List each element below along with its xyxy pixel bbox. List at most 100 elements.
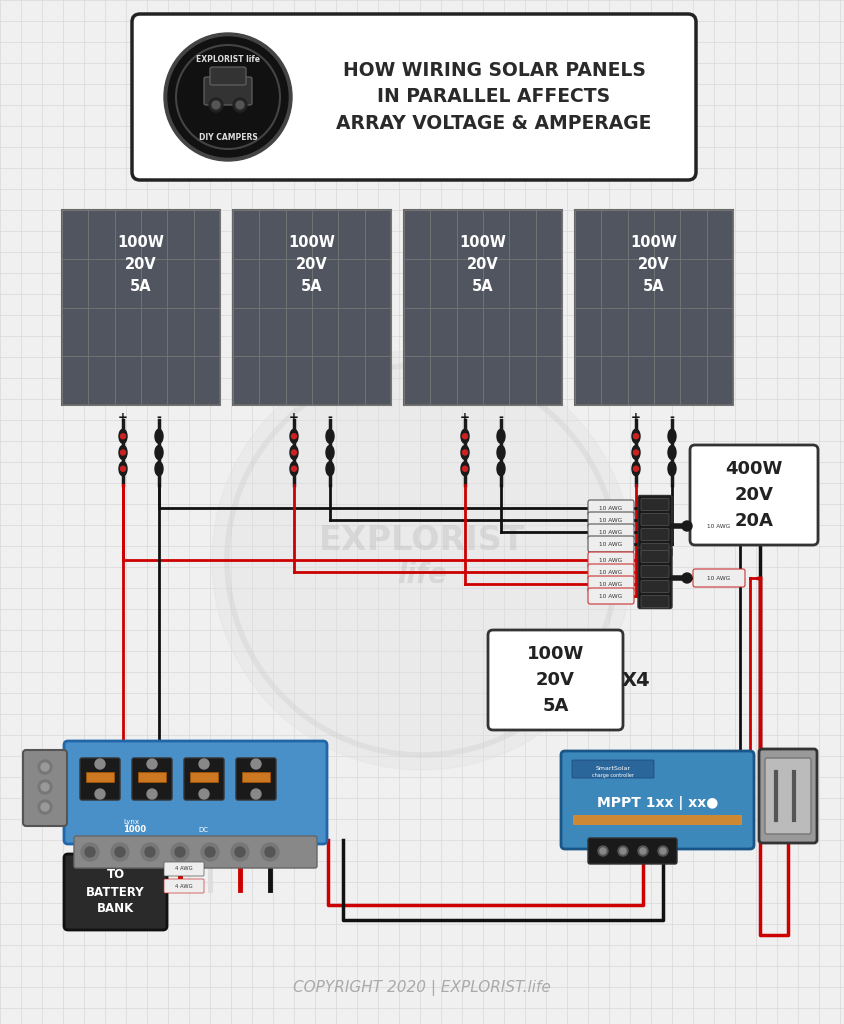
Circle shape (291, 450, 296, 455)
FancyBboxPatch shape (759, 749, 817, 843)
Circle shape (199, 790, 209, 799)
Circle shape (201, 843, 219, 861)
Text: 10 AWG: 10 AWG (599, 594, 623, 598)
FancyBboxPatch shape (132, 14, 696, 180)
Ellipse shape (326, 462, 334, 476)
Text: 10 AWG: 10 AWG (599, 557, 623, 562)
FancyBboxPatch shape (641, 565, 669, 578)
Circle shape (212, 350, 632, 770)
FancyBboxPatch shape (588, 552, 634, 568)
FancyBboxPatch shape (588, 838, 677, 864)
Circle shape (261, 843, 279, 861)
FancyBboxPatch shape (204, 77, 252, 105)
FancyBboxPatch shape (164, 862, 204, 876)
Circle shape (121, 450, 126, 455)
Ellipse shape (155, 429, 163, 443)
Bar (575, 210, 733, 406)
Text: 10 AWG: 10 AWG (599, 569, 623, 574)
Circle shape (658, 846, 668, 856)
FancyBboxPatch shape (488, 630, 623, 730)
Ellipse shape (497, 429, 505, 443)
FancyBboxPatch shape (23, 750, 67, 826)
Text: 4 AWG: 4 AWG (176, 884, 192, 889)
Circle shape (598, 846, 608, 856)
Text: 10 AWG: 10 AWG (599, 582, 623, 587)
FancyBboxPatch shape (641, 513, 669, 525)
FancyBboxPatch shape (641, 528, 669, 541)
Text: -: - (499, 411, 503, 424)
Bar (404, 210, 562, 406)
Text: -: - (327, 411, 333, 424)
Text: 10 AWG: 10 AWG (599, 506, 623, 511)
Ellipse shape (668, 429, 676, 443)
Circle shape (41, 783, 49, 791)
Circle shape (235, 847, 245, 857)
Circle shape (236, 101, 244, 109)
Circle shape (209, 98, 223, 112)
FancyBboxPatch shape (236, 758, 276, 800)
Text: 4 AWG: 4 AWG (176, 866, 192, 871)
Text: Lynx: Lynx (123, 819, 139, 825)
Ellipse shape (119, 445, 127, 460)
Circle shape (463, 450, 468, 455)
FancyBboxPatch shape (184, 758, 224, 800)
FancyBboxPatch shape (132, 758, 172, 800)
Circle shape (81, 843, 99, 861)
Text: 100W
20V
5A: 100W 20V 5A (460, 234, 506, 294)
FancyBboxPatch shape (641, 551, 669, 562)
Ellipse shape (461, 445, 469, 460)
Circle shape (85, 847, 95, 857)
Circle shape (600, 848, 606, 854)
Circle shape (38, 800, 52, 814)
Ellipse shape (290, 429, 298, 443)
Ellipse shape (290, 462, 298, 476)
Circle shape (95, 759, 105, 769)
Ellipse shape (632, 462, 640, 476)
FancyBboxPatch shape (210, 67, 246, 85)
Ellipse shape (461, 462, 469, 476)
Ellipse shape (155, 445, 163, 460)
Circle shape (121, 466, 126, 471)
Ellipse shape (497, 445, 505, 460)
Ellipse shape (290, 445, 298, 460)
Text: 100W
20V
5A: 100W 20V 5A (527, 644, 584, 716)
Circle shape (634, 466, 639, 471)
Circle shape (141, 843, 159, 861)
Circle shape (41, 763, 49, 771)
Circle shape (111, 843, 129, 861)
FancyBboxPatch shape (693, 569, 745, 587)
Circle shape (164, 33, 292, 161)
Circle shape (212, 101, 220, 109)
Text: DIY CAMPERS: DIY CAMPERS (198, 132, 257, 141)
Text: charge controller: charge controller (592, 772, 634, 777)
Text: 100W
20V
5A: 100W 20V 5A (630, 234, 678, 294)
Text: EXPLORIST: EXPLORIST (319, 523, 525, 556)
Bar (62, 210, 220, 406)
Ellipse shape (668, 462, 676, 476)
Text: TO
BATTERY
BANK: TO BATTERY BANK (86, 868, 145, 915)
Ellipse shape (497, 462, 505, 476)
Text: +: + (631, 411, 641, 424)
Text: 1000: 1000 (123, 825, 146, 835)
Bar (86, 772, 114, 782)
Text: 10 AWG: 10 AWG (599, 529, 623, 535)
FancyBboxPatch shape (690, 445, 818, 545)
FancyBboxPatch shape (588, 564, 634, 580)
FancyBboxPatch shape (765, 758, 811, 834)
Text: 10 AWG: 10 AWG (707, 575, 731, 581)
Text: +: + (460, 411, 470, 424)
FancyBboxPatch shape (64, 741, 327, 844)
Ellipse shape (155, 462, 163, 476)
Circle shape (121, 434, 126, 438)
Text: 400W
20V
20A: 400W 20V 20A (725, 460, 782, 530)
Bar (138, 772, 166, 782)
FancyBboxPatch shape (638, 496, 672, 556)
Circle shape (147, 790, 157, 799)
Circle shape (463, 434, 468, 438)
Ellipse shape (326, 445, 334, 460)
Ellipse shape (119, 462, 127, 476)
Text: 10 AWG: 10 AWG (599, 542, 623, 547)
Text: 10 AWG: 10 AWG (707, 523, 731, 528)
Text: MPPT 1xx | xx●: MPPT 1xx | xx● (597, 796, 718, 810)
Circle shape (660, 848, 666, 854)
